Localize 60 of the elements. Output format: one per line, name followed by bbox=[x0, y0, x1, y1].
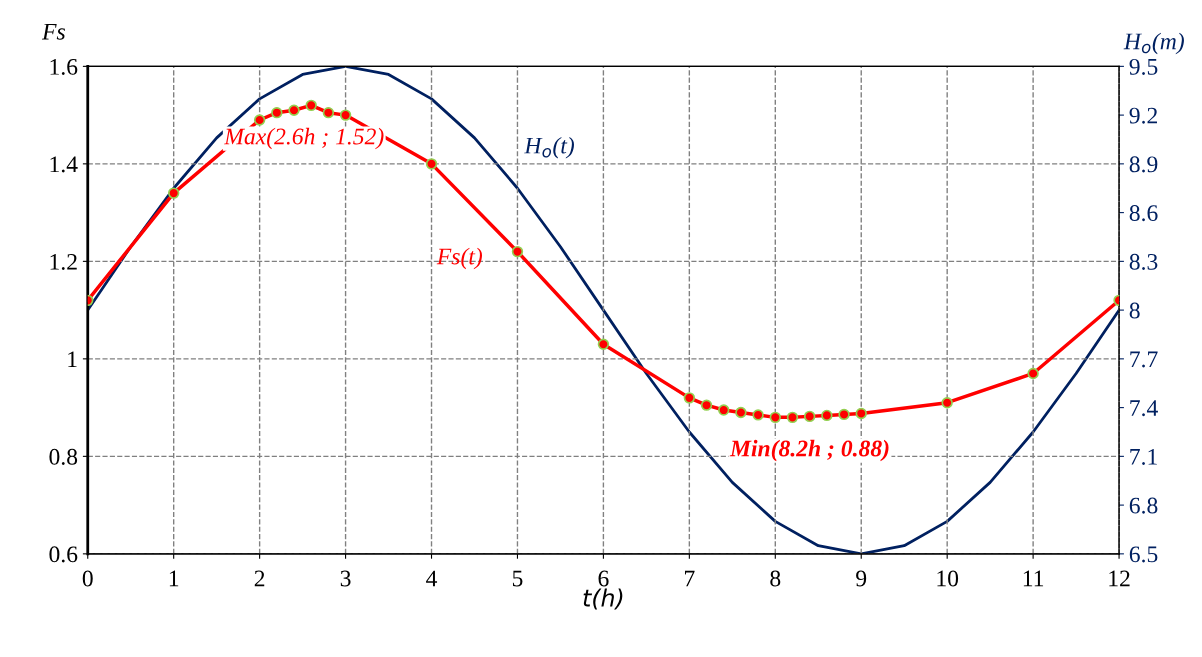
point bbox=[253, 114, 266, 126]
x-tick-label: 9 bbox=[856, 570, 867, 587]
y-tick-label: 1.4 bbox=[50, 156, 78, 173]
y-axis-title: Fs bbox=[41, 23, 65, 40]
y-tick-label: 1 bbox=[68, 351, 77, 368]
x-tick-label: 10 bbox=[937, 570, 959, 587]
series-label: Fs(t) bbox=[436, 247, 483, 270]
y2-tick-label: 8.9 bbox=[1129, 156, 1158, 173]
y-tick-label: 0.8 bbox=[49, 448, 78, 465]
point bbox=[511, 245, 524, 258]
x-tick-label: 6 bbox=[598, 570, 609, 587]
point bbox=[718, 404, 730, 416]
point bbox=[322, 106, 335, 119]
point bbox=[271, 106, 283, 119]
y2-tick-label: 9.2 bbox=[1129, 107, 1157, 124]
x-tick-label: 2 bbox=[254, 570, 265, 587]
point bbox=[339, 109, 352, 121]
point bbox=[305, 99, 317, 112]
y-tick-label: 1.6 bbox=[50, 58, 78, 75]
point bbox=[821, 409, 833, 422]
point bbox=[288, 104, 300, 116]
y2-tick-label: 6.8 bbox=[1129, 497, 1158, 514]
series-label: H$_{o}$(t) bbox=[524, 136, 574, 159]
y2-tick-label: 7.7 bbox=[1130, 351, 1158, 368]
y2-tick-label: 7.1 bbox=[1130, 448, 1157, 465]
y2-tick-label: 7.4 bbox=[1130, 400, 1158, 417]
x-axis-title: t(h) bbox=[583, 588, 623, 610]
y2-tick-label: 8 bbox=[1129, 302, 1140, 319]
y2-tick-label: 6.5 bbox=[1129, 546, 1158, 563]
point bbox=[941, 397, 953, 409]
x-tick-label: 3 bbox=[340, 570, 351, 587]
point bbox=[803, 410, 816, 423]
x-tick-label: 5 bbox=[512, 570, 523, 587]
y2-axis-title: H$_{o}$(m) bbox=[1123, 32, 1184, 55]
y2-tick-label: 9.5 bbox=[1129, 58, 1158, 75]
point bbox=[425, 158, 438, 170]
point bbox=[1027, 367, 1039, 380]
point bbox=[683, 392, 696, 404]
point bbox=[735, 406, 747, 419]
x-tick-label: 8 bbox=[770, 570, 781, 587]
x-tick-label: 1 bbox=[169, 570, 179, 587]
annotation: Min(8.2h ; 0.88) bbox=[729, 439, 889, 462]
point bbox=[855, 407, 867, 420]
x-tick-label: 7 bbox=[685, 570, 695, 587]
y2-tick-label: 8.6 bbox=[1129, 205, 1158, 222]
x-tick-label: 0 bbox=[82, 570, 93, 587]
point bbox=[597, 338, 610, 350]
annotation: Max(2.6h ; 1.52) bbox=[223, 127, 384, 150]
point bbox=[167, 187, 180, 199]
x-tick-label: 11 bbox=[1023, 570, 1044, 587]
point bbox=[769, 411, 781, 424]
y-tick-label: 0.6 bbox=[49, 546, 78, 563]
point bbox=[838, 408, 850, 421]
y2-tick-label: 8.3 bbox=[1129, 253, 1158, 270]
point bbox=[700, 399, 713, 411]
x-tick-label: 12 bbox=[1109, 570, 1130, 587]
y-tick-label: 1.2 bbox=[50, 253, 77, 270]
x-tick-label: 4 bbox=[426, 570, 438, 587]
point bbox=[786, 411, 799, 424]
point bbox=[752, 409, 764, 421]
